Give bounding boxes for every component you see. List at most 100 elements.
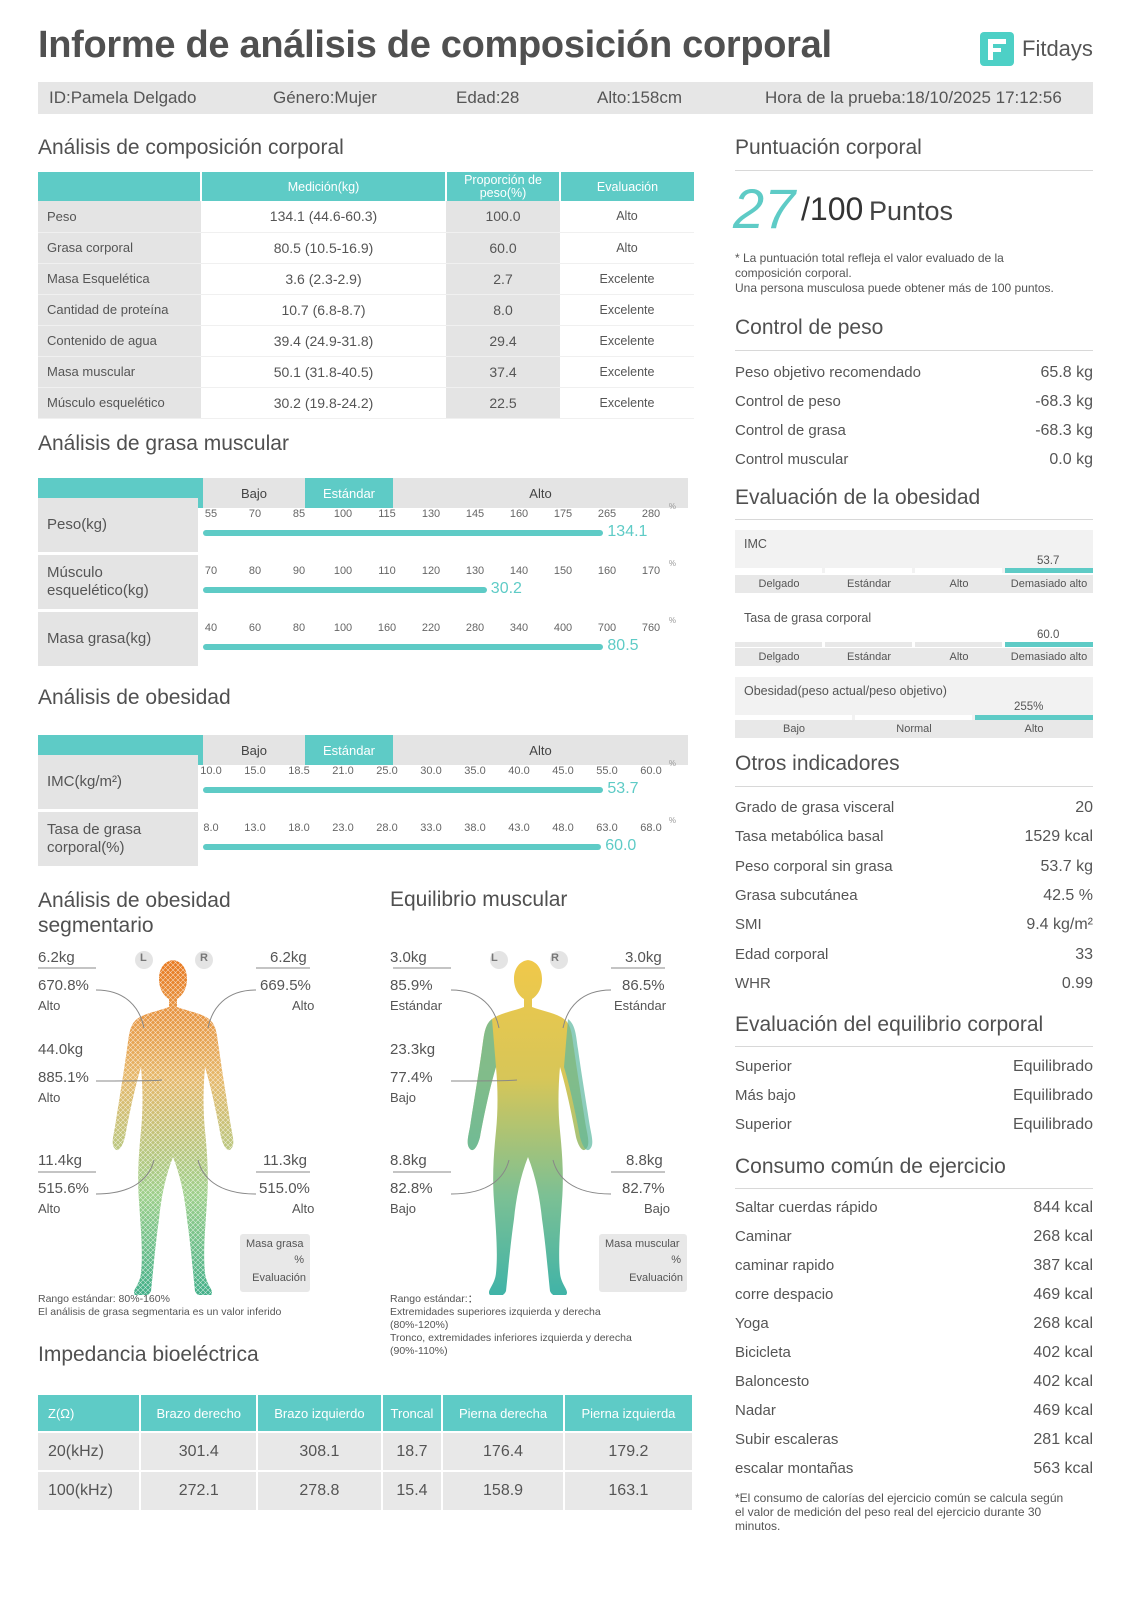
muscle-trunk-eval: Bajo <box>390 1090 417 1105</box>
fat-right-arm-kg: 6.2kg <box>270 949 307 966</box>
item-value: Equilibrado <box>1012 1058 1093 1075</box>
bar-ticks: 8.0 13.0 18.0 23.0 28.0 33.0 38.0 43.0 48.0 63.0 6… <box>203 822 673 836</box>
fat-left-leg-pct: 515.6% <box>38 1180 89 1197</box>
exercise-item: Subir escaleras 281 kcal <box>735 1431 1093 1449</box>
tick-label: 68.0 <box>640 822 662 834</box>
fat-level-indicator <box>1005 642 1093 647</box>
imc-eval: IMC 53.7 <box>735 530 1093 573</box>
tick-label: 175 <box>553 508 573 520</box>
bar-fill <box>203 844 602 850</box>
bar-ticks: 10.0 15.0 18.5 21.0 25.0 30.0 35.0 40.0 45.0 55.0… <box>200 765 673 779</box>
fat-right-arm-pct: 669.5% <box>260 977 311 994</box>
item-label: Edad corporal <box>735 945 829 963</box>
bar-fill <box>203 644 604 650</box>
item-label: escalar montañas <box>735 1460 854 1477</box>
item-label: Control muscular <box>735 451 849 468</box>
item-value: Equilibrado <box>1012 1116 1093 1133</box>
weight_control-item: Control de grasa -68.3 kg <box>735 422 1093 440</box>
exercise-item: Nadar 469 kcal <box>735 1402 1093 1420</box>
tick-label: 90 <box>292 565 306 577</box>
item-value: 1529 kcal <box>1024 828 1094 846</box>
tick-label: 160 <box>509 508 529 520</box>
tick-label: 80 <box>248 565 262 577</box>
score-max: /100 <box>801 191 864 227</box>
balance-item: Superior Equilibrado <box>735 1058 1093 1076</box>
brand-name: Fitdays <box>1022 36 1093 61</box>
exercise-item: Yoga 268 kcal <box>735 1315 1093 1333</box>
tick-label: 33.0 <box>420 822 442 834</box>
fat-muscle-scale-header: Bajo Estándar Alto <box>38 478 688 508</box>
level-standard: Estándar <box>305 478 393 508</box>
fat-left-arm-pct: 670.8% <box>38 977 89 994</box>
row-label: Contenido de agua <box>38 325 201 357</box>
row-eval: Alto <box>560 232 694 264</box>
other-item: Grasa subcutánea 42.5 % <box>735 887 1093 905</box>
tick-label: 220 <box>421 622 441 634</box>
item-value: 387 kcal <box>1033 1257 1093 1274</box>
fat_muscle-bar-row: Masa grasa(kg) 40 60 80 100 160 220 280 340 400 70… <box>38 612 688 666</box>
tick-label: 45.0 <box>552 765 574 777</box>
fat_muscle-bar-row: Peso(kg) 55 70 85 100 115 130 145 160 175 265 280% 1… <box>38 498 688 552</box>
fat-muscle-title: Análisis de grasa muscular <box>38 432 289 455</box>
tick-label: 140 <box>509 565 529 577</box>
weight_control-item: Peso objetivo recomendado 65.8 kg <box>735 364 1093 382</box>
tick-label: 21.0 <box>332 765 354 777</box>
composition-table: Medición(kg) Proporción de peso(%) Evalu… <box>38 172 694 419</box>
level-standard: Estándar <box>305 735 393 765</box>
tick-label: 130 <box>465 565 485 577</box>
tick-label: 43.0 <box>508 822 530 834</box>
item-label: Nadar <box>735 1402 776 1419</box>
bar-value: 30.2 <box>490 580 522 597</box>
composition-row: Grasa corporal 80.5 (10.5-16.9) 60.0 Alto <box>38 232 694 264</box>
row-label: Grasa corporal <box>38 232 201 264</box>
item-label: Yoga <box>735 1315 769 1332</box>
impedance-col-header: Brazo derecho <box>139 1395 258 1432</box>
impedance-cell: 272.1 <box>139 1470 258 1510</box>
item-label: WHR <box>735 974 771 992</box>
bar-value: 53.7 <box>607 780 639 797</box>
right-side-marker: R <box>200 952 208 964</box>
ratio-levels: Bajo Normal Alto <box>735 720 1093 738</box>
tick-label: 55.0 <box>596 765 618 777</box>
item-label: SMI <box>735 916 762 934</box>
tick-label: 13.0 <box>244 822 266 834</box>
col-header: Evaluación <box>559 172 694 201</box>
fat-trunk-kg: 44.0kg <box>38 1041 84 1058</box>
muscle-right-leg-kg: 8.8kg <box>626 1152 663 1169</box>
row-ratio: 2.7 <box>446 263 560 295</box>
item-value: 281 kcal <box>1033 1431 1093 1448</box>
bar-value: 60.0 <box>605 837 637 854</box>
impedance-col-header: Brazo izquierdo <box>256 1395 382 1432</box>
tick-label: 400 <box>553 622 573 634</box>
item-label: Saltar cuerdas rápido <box>735 1199 878 1216</box>
exercise-title: Consumo común de ejercicio <box>735 1155 1006 1178</box>
obesity-bar-row: Tasa de grasa corporal(%) 8.0 13.0 18.0 23.0… <box>38 812 688 866</box>
bar-value: 80.5 <box>607 637 639 654</box>
row-eval: Excelente <box>560 263 694 295</box>
row-measure: 10.7 (6.8-8.7) <box>201 294 446 326</box>
exercise-item: Caminar 268 kcal <box>735 1228 1093 1246</box>
composition-row: Masa muscular 50.1 (31.8-40.5) 37.4 Excelen… <box>38 356 694 388</box>
item-value: -68.3 kg <box>1035 422 1093 439</box>
bar-fill <box>203 530 604 536</box>
fat-note: Rango estándar: 80%-160% El análisis de … <box>38 1293 282 1318</box>
composition-row: Masa Esquelética 3.6 (2.3-2.9) 2.7 Excelent… <box>38 263 694 295</box>
fat-left-leg-kg: 11.4kg <box>38 1152 82 1169</box>
fat-body-silhouette <box>112 960 234 1295</box>
exercise-item: caminar rapido 387 kcal <box>735 1257 1093 1275</box>
bar-value: 134.1 <box>607 523 648 540</box>
tick-label: 130 <box>421 508 441 520</box>
fat-right-arm-eval: Alto <box>292 998 315 1013</box>
obesity-scale-header: Bajo Estándar Alto <box>38 735 688 765</box>
tick-label: 160 <box>597 565 617 577</box>
tick-label: 340 <box>509 622 529 634</box>
tick-label: 280 <box>641 508 661 520</box>
row-ratio: 60.0 <box>446 232 560 264</box>
tick-label: 85 <box>292 508 306 520</box>
item-value: 268 kcal <box>1033 1228 1093 1245</box>
exercise-item: Baloncesto 402 kcal <box>735 1373 1093 1391</box>
obesity-title: Análisis de obesidad <box>38 686 231 709</box>
other-item: Tasa metabólica basal 1529 kcal <box>735 828 1093 846</box>
row-measure: 134.1 (44.6-60.3) <box>201 201 446 233</box>
balance-item: Más bajo Equilibrado <box>735 1087 1093 1105</box>
